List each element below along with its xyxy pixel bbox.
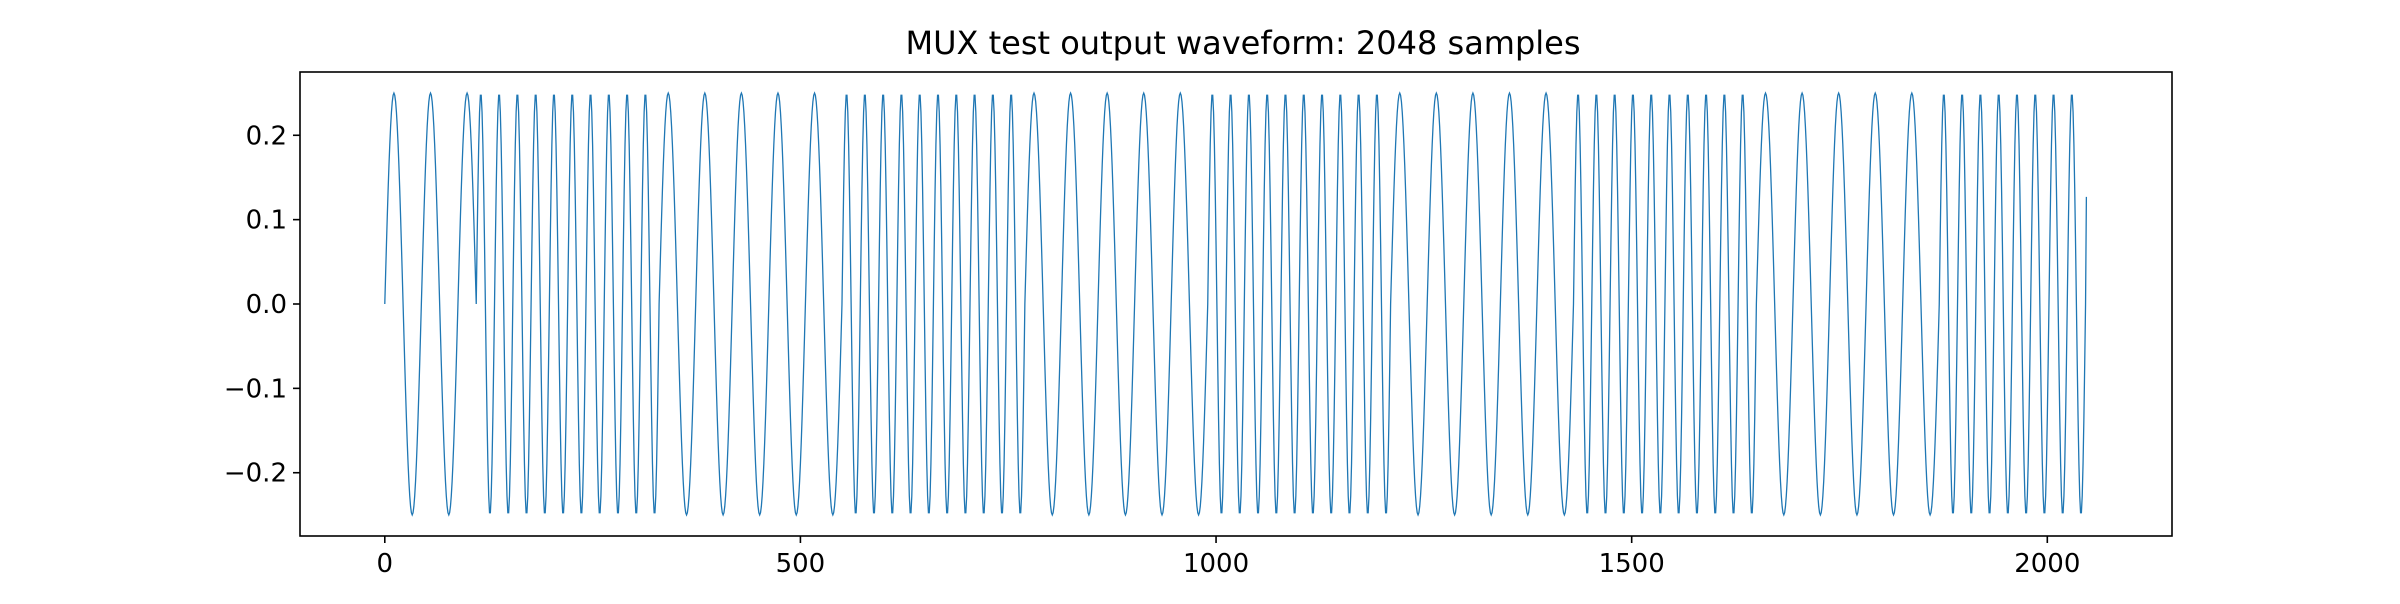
y-tick-label: −0.1: [224, 374, 287, 404]
x-tick-label: 1500: [1599, 549, 1665, 579]
y-tick-label: 0.0: [246, 290, 287, 320]
chart-title: MUX test output waveform: 2048 samples: [905, 24, 1580, 62]
axes: 0 500 1000 1500 2000 −0.2 −0.1 0.0 0.1 0.2: [224, 71, 2173, 579]
x-tick-label: 1000: [1183, 549, 1249, 579]
y-tick-label: 0.2: [246, 121, 287, 151]
x-tick-label: 2000: [2014, 549, 2080, 579]
x-tick-label: 500: [776, 549, 826, 579]
plot-frame: [299, 71, 2173, 537]
y-tick-label: −0.2: [224, 459, 287, 489]
x-tick-label: 0: [377, 549, 394, 579]
series-line-0: [384, 91, 2088, 517]
y-tick-label: 0.1: [246, 206, 287, 236]
plot-area: [384, 91, 2088, 517]
